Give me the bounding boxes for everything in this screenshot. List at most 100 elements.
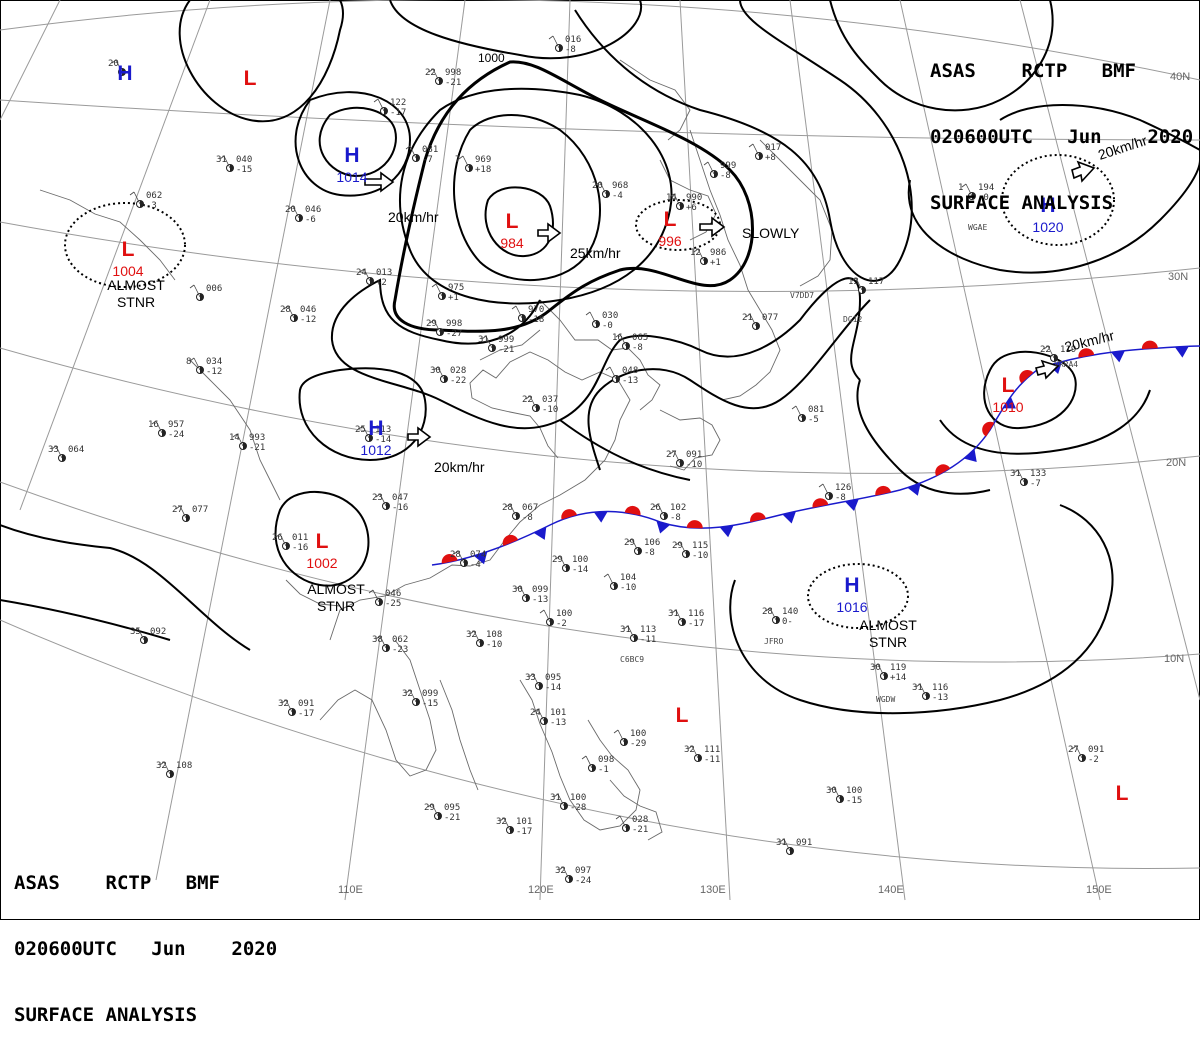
low-symbol: L	[664, 208, 677, 231]
pressure-centers: H LH1014L1004L984L996H1020H1012L1010L1002…	[112, 62, 1128, 805]
isobar-1000-bold	[392, 60, 754, 333]
wind-barb-icon	[961, 183, 967, 188]
station-plot: 31 113-11	[620, 625, 656, 645]
station-temp: 29	[426, 319, 437, 329]
wind-barb-icon	[137, 627, 145, 641]
warm-front-symbol	[812, 498, 829, 508]
station-tendency: -22	[450, 376, 466, 386]
station-plot: 35 092	[130, 627, 166, 644]
station-tendency: -21	[444, 813, 460, 823]
wind-barb-icon	[373, 98, 379, 103]
wind-barb-icon	[693, 248, 699, 253]
station-tendency: -24	[575, 876, 591, 886]
longitude-label: 120E	[528, 884, 554, 896]
wind-barb-icon	[409, 689, 417, 703]
cloud-cover-icon	[884, 672, 888, 680]
cloud-cover-icon	[299, 214, 303, 222]
latitude-label: 40N	[1170, 71, 1190, 83]
warm-front-symbol	[1141, 340, 1158, 350]
wind-barb-icon	[236, 433, 244, 447]
station-plot: 26 011-16	[272, 533, 308, 553]
station-tendency: -29	[630, 739, 646, 749]
wind-barb-icon	[543, 609, 551, 623]
header-line-1: ASAS RCTP BMF	[930, 60, 1193, 82]
low-pressure-center: L	[244, 67, 257, 90]
station-temp: 31	[478, 335, 489, 345]
station-pressure: 030	[602, 311, 618, 321]
station-pressure: 081	[808, 405, 824, 415]
station-plot: 33 064	[48, 445, 84, 462]
wind-barb-icon	[193, 357, 201, 371]
center-pressure-value: 1004	[112, 263, 143, 279]
low-symbol: L	[244, 67, 257, 90]
station-temp: 28	[280, 305, 291, 315]
station-tendency: -10	[692, 551, 708, 561]
wind-barb-icon	[429, 319, 435, 324]
wind-barb-icon	[453, 550, 459, 555]
station-plot: 122-17	[373, 98, 406, 118]
station-temp: 8	[186, 357, 191, 367]
low-symbol: L	[1002, 374, 1015, 397]
station-tendency: +1	[710, 258, 721, 268]
station-tendency: -0	[602, 321, 613, 331]
station-plot: 32 108-10	[466, 630, 502, 650]
station-temp: 28	[502, 503, 513, 513]
station-pressure: 100	[556, 609, 572, 619]
station-pressure: 970	[528, 305, 544, 315]
stationary-label-line: ALMOST	[859, 617, 917, 633]
station-tendency: -2	[556, 619, 567, 629]
station-pressure: 077	[762, 313, 778, 323]
station-pressure: 986	[710, 248, 726, 258]
wind-barb-icon	[505, 503, 511, 508]
station-pressure: 016	[565, 35, 581, 45]
wind-barb-icon	[791, 405, 797, 410]
station-temp: 38	[372, 635, 383, 645]
header-title: SURFACE ANALYSIS	[14, 1004, 198, 1026]
stationary-label-line: STNR	[117, 294, 155, 310]
wind-barb-icon	[599, 181, 607, 195]
station-pressure: 122	[390, 98, 406, 108]
cloud-cover-icon	[292, 708, 296, 716]
latitude-label: 10N	[1164, 653, 1184, 665]
cloud-cover-icon	[370, 277, 374, 285]
station-pressure: 126	[835, 483, 851, 493]
wind-barb-icon	[362, 425, 370, 439]
station-plot: 31 133-7	[1010, 469, 1046, 489]
wind-barb-icon	[673, 193, 681, 207]
station-tendency: -17	[516, 827, 532, 837]
station-pressure: 081	[422, 145, 438, 155]
longitude-labels: 110E 120E 130E 140E 150E	[338, 884, 1112, 896]
wind-barb-icon	[703, 161, 709, 166]
wind-barb-icon	[533, 708, 539, 713]
station-temp: 16	[612, 333, 623, 343]
wind-barb-icon	[193, 284, 201, 298]
station-plot: 31 116-17	[668, 609, 704, 629]
wind-barb-icon	[232, 433, 238, 438]
station-pressure: 091	[1088, 745, 1104, 755]
station-pressure: 017	[765, 143, 781, 153]
wind-barb-icon	[679, 541, 687, 555]
station-tendency: -4	[612, 191, 623, 201]
station-plot: 16 957-24	[148, 420, 184, 440]
station-pressure: 999	[720, 161, 736, 171]
header-code: BMF	[185, 872, 220, 894]
station-tendency: -10	[486, 640, 502, 650]
wind-barb-icon	[285, 699, 293, 713]
ship-id: VRRA4	[1054, 360, 1078, 369]
wind-barb-icon	[377, 98, 385, 112]
header-station: RCTP	[105, 872, 152, 894]
cold-front-symbol	[1111, 350, 1125, 363]
high-symbol: H	[368, 417, 383, 440]
wind-barb-icon	[292, 205, 300, 219]
station-tendency: -13	[532, 595, 548, 605]
wind-barb-icon	[748, 143, 754, 148]
station-temp: 14	[666, 193, 677, 203]
wind-barb-icon	[189, 284, 195, 289]
wind-barb-icon	[283, 305, 289, 310]
center-pressure-value: 1016	[836, 599, 867, 615]
station-plot: 14 990+6	[666, 193, 702, 213]
ship-id: JFRO	[764, 637, 783, 646]
wind-barb-icon	[675, 541, 681, 546]
wind-barb-icon	[519, 585, 527, 599]
cloud-cover-icon	[492, 344, 496, 352]
